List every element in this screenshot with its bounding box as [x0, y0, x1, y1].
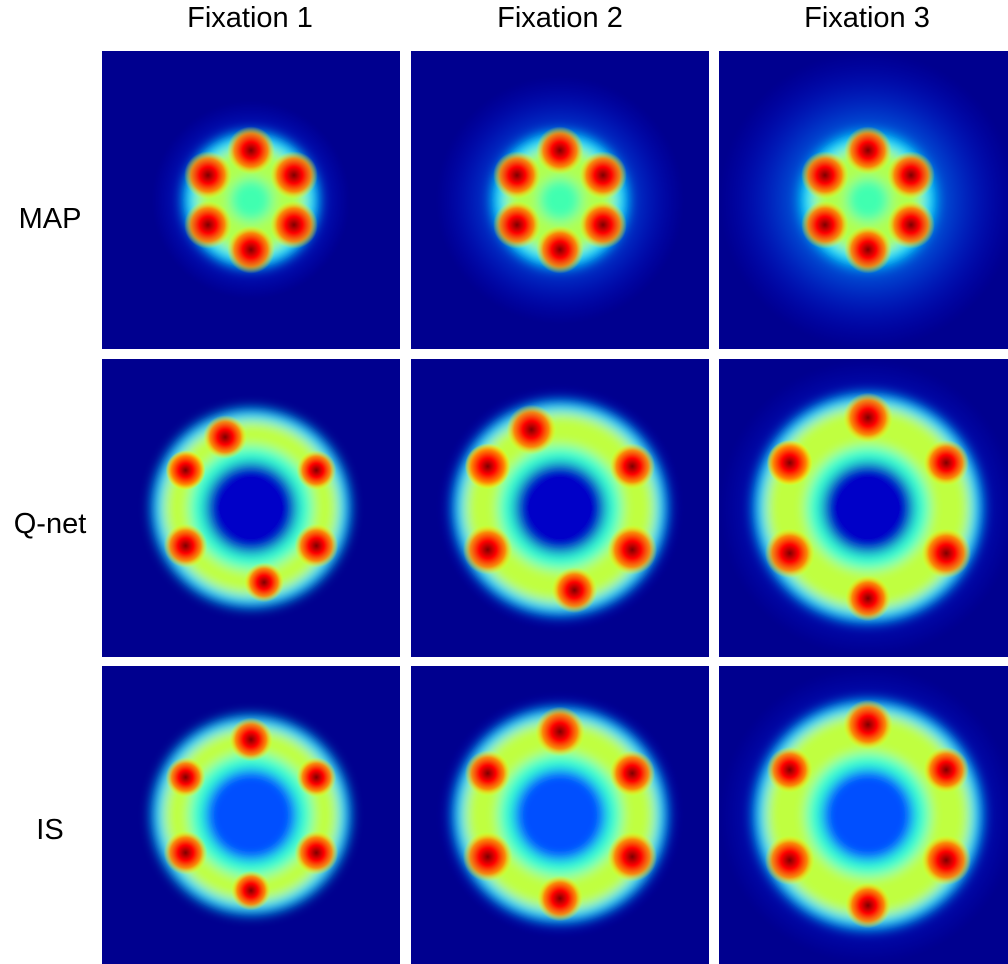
- density-peak: [464, 443, 511, 490]
- density-peak: [462, 524, 513, 575]
- density-peak: [579, 151, 627, 200]
- heatmap-map-fixation-3: [719, 51, 1008, 349]
- column-title-fixation-1: Fixation 1: [187, 2, 313, 34]
- density-peak: [294, 523, 339, 568]
- density-peak: [887, 151, 935, 200]
- density-peak: [184, 151, 232, 200]
- density-peak: [845, 882, 891, 929]
- density-peak: [801, 151, 849, 200]
- density-peak: [493, 151, 541, 200]
- density-peak: [244, 562, 284, 603]
- heatmap-q-net-fixation-3: [719, 359, 1008, 657]
- row-label-is: IS: [36, 814, 64, 846]
- density-peak: [923, 439, 970, 486]
- density-peak: [203, 415, 248, 459]
- density-peak: [921, 528, 972, 579]
- density-peak: [921, 835, 972, 886]
- heatmap-is-fixation-1: [102, 666, 400, 964]
- density-peak: [607, 524, 658, 575]
- density-peak: [464, 750, 511, 797]
- row-label-map: MAP: [18, 203, 82, 235]
- density-peak: [844, 225, 892, 274]
- density-peak: [296, 757, 337, 798]
- density-peak: [462, 831, 513, 882]
- density-peak: [294, 830, 339, 875]
- column-title-fixation-2: Fixation 2: [497, 2, 623, 34]
- density-peak: [270, 151, 318, 200]
- density-peak: [843, 699, 893, 750]
- heatmap-map-fixation-2: [411, 51, 709, 349]
- density-peak: [609, 443, 656, 490]
- density-peak: [163, 523, 208, 568]
- density-peak: [296, 450, 337, 491]
- density-peak: [165, 450, 206, 491]
- heatmap-q-net-fixation-1: [102, 359, 400, 657]
- density-peak: [844, 126, 892, 175]
- density-peak: [165, 757, 206, 798]
- density-peak: [923, 746, 970, 793]
- density-peak: [229, 717, 273, 762]
- density-peak: [227, 225, 275, 274]
- density-peak: [579, 200, 627, 249]
- density-peak: [845, 575, 891, 622]
- density-peak: [607, 831, 658, 882]
- density-peak: [536, 126, 584, 175]
- density-peak: [801, 200, 849, 249]
- heatmap-map-fixation-1: [102, 51, 400, 349]
- density-peak: [766, 439, 813, 486]
- density-peak: [766, 746, 813, 793]
- row-label-q-net: Q-net: [13, 508, 87, 540]
- density-peak: [551, 567, 598, 614]
- heatmap-is-fixation-2: [411, 666, 709, 964]
- density-peak: [535, 706, 585, 757]
- density-peak: [227, 126, 275, 175]
- column-title-fixation-3: Fixation 3: [804, 2, 930, 34]
- density-peak: [270, 200, 318, 249]
- density-peak: [843, 392, 893, 443]
- density-peak: [536, 225, 584, 274]
- density-peak: [537, 875, 583, 922]
- density-peak: [887, 200, 935, 249]
- density-peak: [764, 835, 815, 886]
- density-peak: [184, 200, 232, 249]
- heatmap-q-net-fixation-2: [411, 359, 709, 657]
- heatmap-is-fixation-3: [719, 666, 1008, 964]
- density-peak: [163, 830, 208, 875]
- density-peak: [231, 870, 271, 911]
- density-peak: [506, 404, 557, 455]
- density-peak: [493, 200, 541, 249]
- density-peak: [764, 528, 815, 579]
- density-peak: [609, 750, 656, 797]
